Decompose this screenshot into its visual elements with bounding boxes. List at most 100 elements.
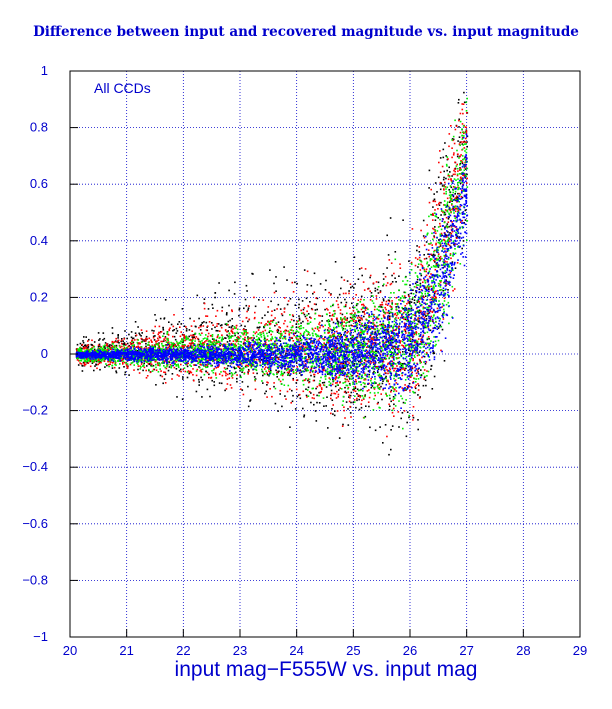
data-point [458,136,461,138]
data-point [327,427,329,429]
data-point [323,300,325,302]
data-point [366,343,369,345]
data-point [173,335,176,338]
data-point [154,325,156,328]
data-point [348,400,351,403]
data-point [330,389,333,392]
data-point [230,357,232,360]
data-point [465,129,468,131]
data-point [421,356,423,359]
data-point [450,180,453,182]
data-point [464,159,467,162]
data-point [410,292,413,295]
data-point [156,361,159,364]
data-point [118,367,121,369]
data-point [391,281,394,283]
data-point [212,324,214,326]
data-point [351,374,354,377]
data-point [144,360,147,363]
data-point [300,374,302,376]
data-point [248,363,251,365]
data-point [433,259,435,262]
data-point [185,335,188,338]
data-point [445,177,447,180]
data-point [460,195,463,198]
data-point [322,346,324,348]
data-point [275,276,277,278]
data-point [268,322,271,325]
data-point [447,218,450,220]
data-point [165,367,168,370]
data-point [233,293,236,295]
data-point [357,315,360,317]
data-point [465,137,467,140]
data-point [367,401,370,403]
data-point [263,368,266,370]
data-point [428,264,430,266]
data-point [302,407,304,410]
data-point [230,372,233,374]
data-point [91,362,94,364]
data-point [290,329,293,331]
data-point [149,361,152,363]
data-point [354,379,357,381]
data-point [376,403,379,405]
data-point [143,339,145,341]
data-point [231,309,233,311]
data-point [434,226,436,228]
data-point [282,337,284,340]
data-point [109,348,112,350]
data-point [225,346,227,349]
data-point [447,221,450,223]
data-point [319,391,322,394]
data-point [142,359,144,362]
data-point [349,405,351,408]
data-point [199,329,202,331]
data-point [344,386,346,389]
data-point [181,343,184,346]
data-point [404,384,406,386]
data-point [344,380,347,383]
data-point [77,364,80,366]
data-point [195,325,197,328]
data-point [97,363,99,366]
data-point [145,339,147,341]
data-point [453,243,455,246]
data-point [157,344,159,346]
data-point [431,244,433,246]
data-point [424,302,426,304]
data-point [428,201,431,204]
data-point [187,370,190,372]
data-point [350,351,353,354]
data-point [222,349,225,351]
data-point [121,338,123,340]
data-point [433,292,436,295]
data-point [238,336,240,339]
data-point [249,399,252,401]
data-point [83,336,85,338]
data-point [211,379,213,382]
data-point [394,367,397,370]
data-point [296,330,298,332]
data-point [390,282,393,285]
data-point [234,334,236,337]
data-point [353,256,356,258]
data-point [429,298,431,301]
data-point [385,308,387,311]
data-point [224,389,226,392]
data-point [277,358,280,360]
data-point [255,369,258,372]
data-point [428,338,430,340]
data-point [403,368,406,371]
data-point [306,367,308,369]
data-point [360,267,363,269]
data-point [411,371,413,374]
data-point [225,374,227,377]
data-point [353,362,356,365]
data-point [440,201,442,204]
data-point [161,344,164,347]
data-point [384,372,387,374]
data-point [385,393,387,396]
data-point [97,346,100,348]
data-point [278,326,280,328]
